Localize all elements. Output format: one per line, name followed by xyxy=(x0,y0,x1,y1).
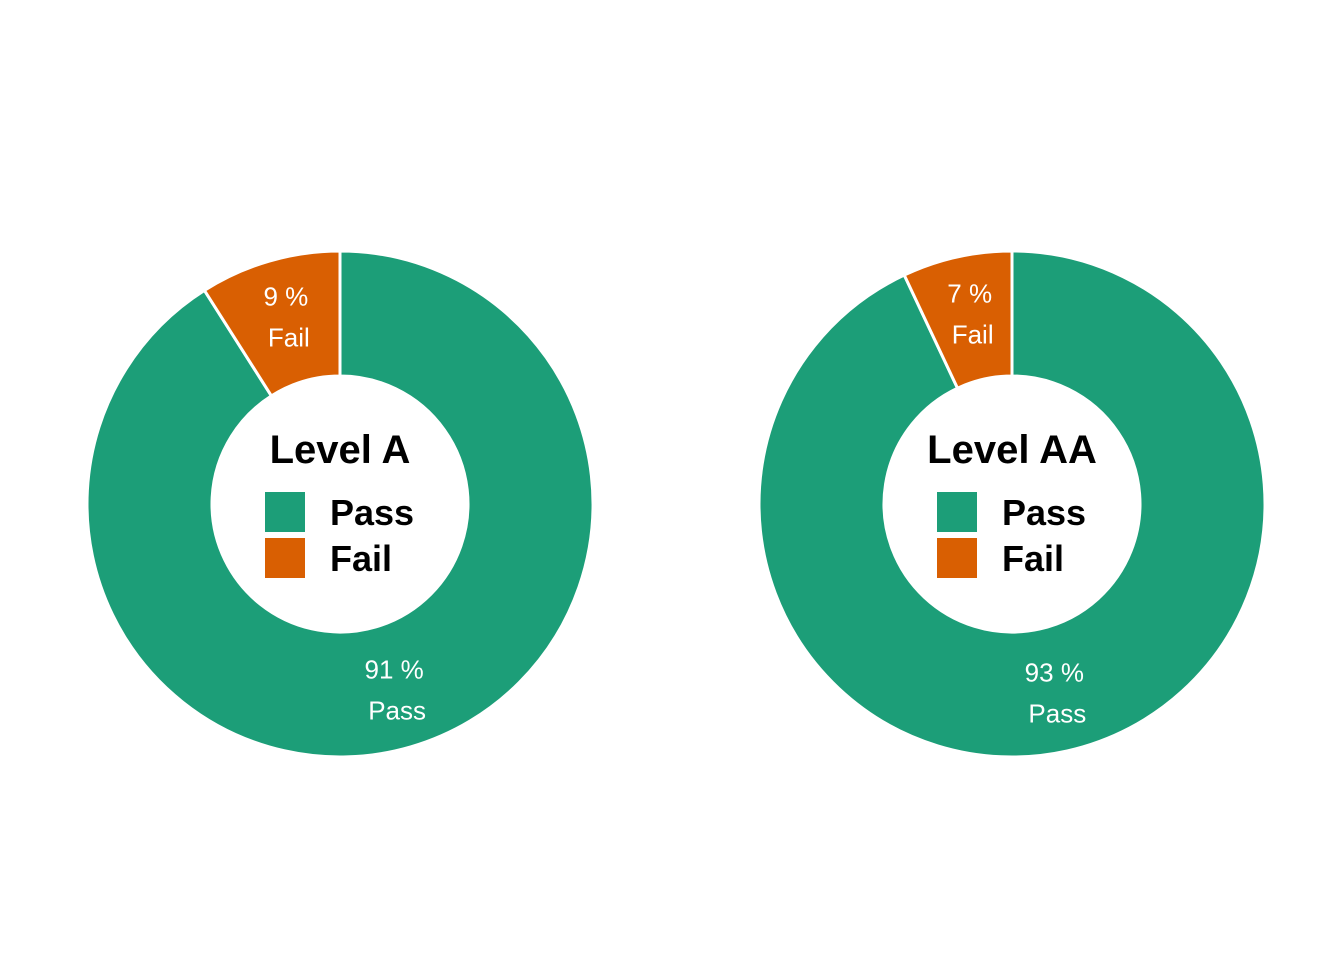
donut-chart-level-a: 91 % Pass 9 % Fail Level A Pass Fail xyxy=(85,249,595,759)
donut-chart-level-aa: 93 % Pass 7 % Fail Level AA Pass Fail xyxy=(757,249,1267,759)
chart-title: Level AA xyxy=(927,428,1097,472)
slice-category-label-fail: Fail xyxy=(952,320,994,350)
legend-label-fail: Fail xyxy=(1002,538,1064,579)
legend: Pass Fail xyxy=(265,492,414,579)
slice-value-label-fail: 9 % xyxy=(263,282,308,312)
legend-label-fail: Fail xyxy=(330,538,392,579)
slice-category-label-fail: Fail xyxy=(268,323,310,353)
slice-value-label-pass: 93 % xyxy=(1025,657,1084,687)
slice-fail xyxy=(902,249,1014,391)
legend: Pass Fail xyxy=(937,492,1086,579)
legend-label-pass: Pass xyxy=(1002,492,1086,533)
slice-fail xyxy=(202,249,342,398)
chart-title: Level A xyxy=(270,428,411,472)
legend-swatch-pass xyxy=(937,492,977,532)
slice-pass xyxy=(85,249,595,759)
legend-swatch-fail xyxy=(937,538,977,578)
legend-label-pass: Pass xyxy=(330,492,414,533)
legend-swatch-fail xyxy=(265,538,305,578)
slice-category-label-pass: Pass xyxy=(368,695,426,725)
slice-pass xyxy=(757,249,1267,759)
legend-swatch-pass xyxy=(265,492,305,532)
slice-value-label-pass: 91 % xyxy=(364,654,423,684)
slice-value-label-fail: 7 % xyxy=(947,279,992,309)
slice-category-label-pass: Pass xyxy=(1028,698,1086,728)
